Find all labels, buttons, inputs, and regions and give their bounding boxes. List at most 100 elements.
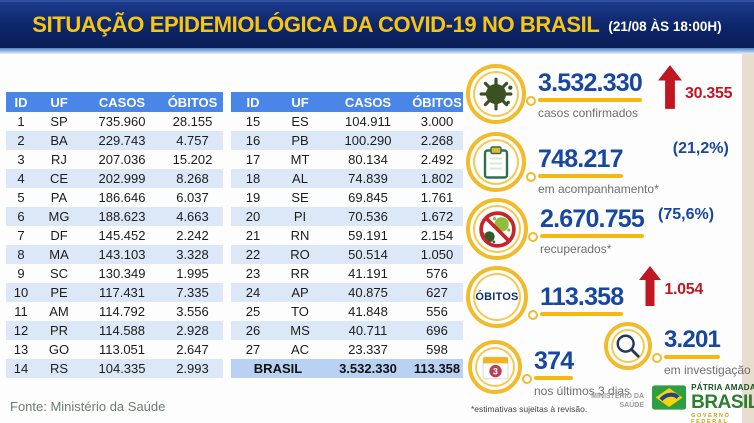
cell-id: 24: [245, 285, 261, 300]
table-row: 1 SP 735.960 28.155: [6, 112, 223, 131]
connector-node: [528, 232, 538, 242]
connector-node: [526, 172, 536, 182]
cell-uf: AP: [291, 285, 309, 300]
stat-confirmed: 3.532.330 casos confirmados 30.355: [466, 64, 732, 124]
cell-casos: 143.103: [98, 247, 146, 262]
cell-casos: 114.588: [98, 323, 146, 338]
ministry-line2: SAÚDE: [619, 402, 644, 410]
table-row: 27 AC 23.337 598: [231, 340, 463, 359]
cell-casos: 40.875: [348, 285, 388, 300]
gov-line1: PÁTRIA AMADA: [691, 383, 754, 392]
header-cell-obitos: ÓBITOS: [412, 94, 462, 110]
virus-icon: [466, 64, 526, 124]
table-row: 3 RJ 207.036 15.202: [6, 150, 223, 169]
cell-casos: 207.036: [98, 152, 146, 167]
cell-uf: RN: [290, 228, 310, 243]
table-row: 17 MT 80.134 2.492: [231, 150, 463, 169]
stat-value: 3.201: [664, 326, 721, 353]
table-row: 19 SE 69.845 1.761: [231, 188, 463, 207]
cell-obitos: 556: [426, 304, 448, 319]
table-header-row: ID UF CASOS ÓBITOS: [231, 92, 463, 112]
table-row: 9 SC 130.349 1.995: [6, 264, 223, 283]
cell-id: 9: [17, 266, 25, 281]
stat-value: 2.670.755: [540, 205, 645, 233]
connector-node: [522, 374, 532, 384]
cell-id: 10: [13, 285, 29, 300]
cell-id: 22: [245, 247, 261, 262]
table-row: 13 GO 113.051 2.647: [6, 340, 223, 359]
table-row: 5 PA 186.646 6.037: [6, 188, 223, 207]
cell-uf: TO: [291, 304, 309, 319]
page-title: SITUAÇÃO EPIDEMIOLÓGICA DA COVID-19 NO B…: [32, 12, 600, 37]
cell-casos: 50.514: [348, 247, 388, 262]
table-row: 6 MG 188.623 4.663: [6, 207, 223, 226]
cell-id: 18: [245, 171, 261, 186]
cell-obitos: 3.556: [176, 304, 209, 319]
stat-value: 748.217: [538, 145, 624, 173]
ministry-line1: MINISTÉRIO DA: [591, 393, 644, 400]
cell-casos: 229.743: [98, 133, 146, 148]
cell-obitos: 598: [426, 342, 448, 357]
cell-casos: 145.452: [98, 228, 146, 243]
cell-id: 3: [17, 152, 25, 167]
cell-casos: 23.337: [348, 342, 388, 357]
stat-underline: [528, 232, 645, 242]
cell-casos: 104.911: [344, 114, 392, 129]
cell-obitos: 6.037: [176, 190, 209, 205]
cell-casos: 186.646: [98, 190, 146, 205]
cell-uf: DF: [50, 228, 68, 243]
side-strip: [742, 54, 754, 423]
table-row: 15 ES 104.911 3.000: [231, 112, 463, 131]
cell-obitos: 8.268: [176, 171, 209, 186]
cell-uf: MS: [290, 323, 310, 338]
stat-underline: [526, 172, 623, 182]
brasil-total-row: BRASIL 3.532.330 113.358: [231, 359, 463, 378]
up-arrow-icon: [658, 65, 683, 109]
stat-value: 3.532.330: [538, 69, 643, 97]
cell-obitos: 28.155: [172, 114, 213, 129]
table-row: 25 TO 41.848 556: [231, 302, 463, 321]
footnote: *estimativas sujeitas à revisão.: [471, 404, 588, 414]
stat-monitoring: 748.217 em acompanhamento* (21,2%): [466, 132, 729, 196]
total-casos: 3.532.330: [339, 361, 397, 376]
cell-uf: BA: [50, 133, 68, 148]
cell-casos: 40.711: [348, 323, 388, 338]
cell-id: 17: [245, 152, 261, 167]
gov-line3: GOVERNO FEDERAL: [691, 413, 731, 423]
cell-id: 7: [17, 228, 25, 243]
cell-id: 12: [13, 323, 29, 338]
table-row: 18 AL 74.839 1.802: [231, 169, 463, 188]
cell-casos: 188.623: [98, 209, 146, 224]
cell-uf: PR: [49, 323, 69, 338]
cell-id: 2: [17, 133, 25, 148]
stat-value: 113.358: [540, 283, 624, 311]
cell-casos: 74.839: [348, 171, 388, 186]
cell-obitos: 2.242: [176, 228, 209, 243]
stat-underline: [528, 310, 624, 320]
cell-id: 11: [14, 304, 28, 319]
brazil-flag-icon: [652, 385, 687, 410]
cell-uf: CE: [49, 171, 69, 186]
cell-id: 8: [17, 247, 25, 262]
cell-casos: 69.845: [348, 190, 388, 205]
search-icon: [604, 322, 652, 370]
stat-percentage: (21,2%): [672, 140, 729, 157]
connector-node: [528, 310, 538, 320]
cell-uf: MG: [48, 209, 70, 224]
header-cell-casos: CASOS: [344, 94, 392, 110]
cell-uf: RS: [49, 361, 69, 376]
table-row: 2 BA 229.743 4.757: [6, 131, 223, 150]
stat-label: recuperados*: [540, 242, 612, 256]
cell-casos: 114.792: [98, 304, 146, 319]
cell-obitos: 2.928: [176, 323, 209, 338]
cell-casos: 70.536: [348, 209, 388, 224]
cell-id: 15: [245, 114, 261, 129]
table-row: 10 PE 117.431 7.335: [6, 283, 223, 302]
header-cell-id: ID: [246, 94, 260, 110]
table-row: 11 AM 114.792 3.556: [6, 302, 223, 321]
table-body: 15 ES 104.911 3.000 16 PB 100.290 2.268 …: [231, 112, 463, 359]
connector-node: [526, 96, 536, 106]
cell-obitos: 3.328: [176, 247, 209, 262]
cell-id: 26: [245, 323, 261, 338]
cell-casos: 202.999: [98, 171, 146, 186]
